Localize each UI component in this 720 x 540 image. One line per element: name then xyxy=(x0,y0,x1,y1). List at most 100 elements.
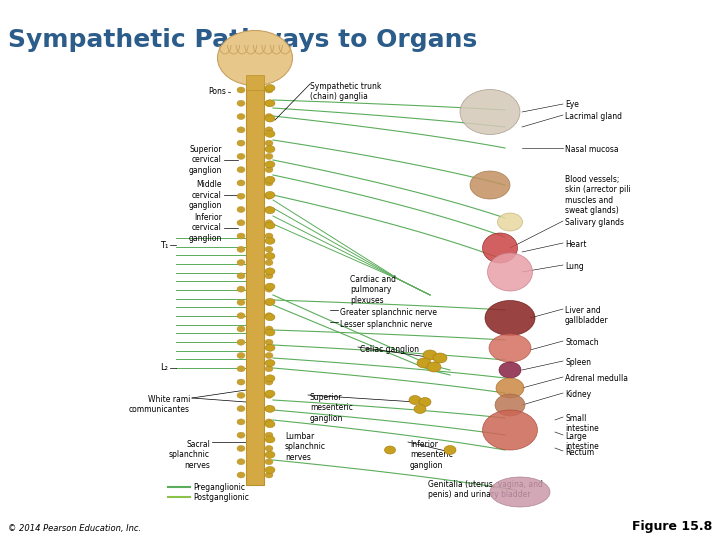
Ellipse shape xyxy=(265,233,273,239)
Ellipse shape xyxy=(482,410,538,450)
Ellipse shape xyxy=(265,140,273,146)
Ellipse shape xyxy=(470,171,510,199)
Ellipse shape xyxy=(265,260,273,266)
Text: Lumbar
splanchnic
nerves: Lumbar splanchnic nerves xyxy=(285,432,326,462)
Text: Liver and
gallbladder: Liver and gallbladder xyxy=(565,306,608,326)
Ellipse shape xyxy=(265,432,273,438)
Text: Rectum: Rectum xyxy=(565,448,594,457)
Ellipse shape xyxy=(265,113,273,119)
Text: Sacral
splanchnic
nerves: Sacral splanchnic nerves xyxy=(169,440,210,470)
Ellipse shape xyxy=(237,326,245,332)
Ellipse shape xyxy=(237,419,245,425)
Text: Lesser splanchnic nerve: Lesser splanchnic nerve xyxy=(340,320,432,329)
Ellipse shape xyxy=(414,404,426,414)
Text: Sympathetic Pathways to Organs: Sympathetic Pathways to Organs xyxy=(8,28,477,52)
Text: Nasal mucosa: Nasal mucosa xyxy=(565,145,618,154)
Text: Figure 15.8: Figure 15.8 xyxy=(631,520,712,533)
Text: Eye: Eye xyxy=(565,100,579,109)
Ellipse shape xyxy=(237,140,245,146)
Text: Salivary glands: Salivary glands xyxy=(565,218,624,227)
Ellipse shape xyxy=(265,237,275,244)
Ellipse shape xyxy=(265,286,273,292)
Ellipse shape xyxy=(237,313,245,319)
Text: Heart: Heart xyxy=(565,240,587,249)
Ellipse shape xyxy=(265,87,273,93)
Ellipse shape xyxy=(237,393,245,399)
Text: Large
intestine: Large intestine xyxy=(565,432,599,451)
Text: Superior
cervical
ganglion: Superior cervical ganglion xyxy=(189,145,222,175)
Ellipse shape xyxy=(265,313,273,319)
Ellipse shape xyxy=(237,339,245,345)
Ellipse shape xyxy=(265,375,275,382)
Ellipse shape xyxy=(237,432,245,438)
Text: Kidney: Kidney xyxy=(565,390,591,399)
Ellipse shape xyxy=(265,100,275,107)
Ellipse shape xyxy=(237,299,245,306)
Ellipse shape xyxy=(265,436,275,443)
Text: Small
intestine: Small intestine xyxy=(565,414,599,434)
Text: Lacrimal gland: Lacrimal gland xyxy=(565,112,622,121)
Ellipse shape xyxy=(265,176,275,183)
Ellipse shape xyxy=(237,153,245,159)
Ellipse shape xyxy=(265,326,273,332)
Text: Preganglionic: Preganglionic xyxy=(193,483,245,491)
Ellipse shape xyxy=(433,353,447,363)
Ellipse shape xyxy=(265,390,275,397)
Ellipse shape xyxy=(489,334,531,362)
Ellipse shape xyxy=(265,446,273,451)
Ellipse shape xyxy=(237,366,245,372)
Ellipse shape xyxy=(265,193,273,199)
Text: Adrenal medulla: Adrenal medulla xyxy=(565,374,628,383)
Ellipse shape xyxy=(237,127,245,133)
Ellipse shape xyxy=(444,446,456,455)
Text: Pons: Pons xyxy=(208,87,226,97)
Text: Superior
mesenteric
ganglion: Superior mesenteric ganglion xyxy=(310,393,353,423)
Ellipse shape xyxy=(265,345,275,351)
Ellipse shape xyxy=(237,472,245,478)
Ellipse shape xyxy=(265,339,273,345)
Ellipse shape xyxy=(237,206,245,212)
Bar xyxy=(246,80,264,485)
Text: Middle
cervical
ganglion: Middle cervical ganglion xyxy=(189,180,222,210)
Text: L₂: L₂ xyxy=(160,363,168,373)
Ellipse shape xyxy=(265,253,275,260)
Ellipse shape xyxy=(460,90,520,134)
Text: Celiac ganglion: Celiac ganglion xyxy=(360,345,419,354)
Ellipse shape xyxy=(490,477,550,507)
Ellipse shape xyxy=(265,206,273,212)
Ellipse shape xyxy=(265,360,275,367)
Ellipse shape xyxy=(265,353,273,359)
Ellipse shape xyxy=(417,358,431,368)
Ellipse shape xyxy=(265,84,275,91)
Ellipse shape xyxy=(265,180,273,186)
Text: White rami
communicantes: White rami communicantes xyxy=(129,395,190,414)
Ellipse shape xyxy=(265,406,275,413)
Text: Greater splanchnic nerve: Greater splanchnic nerve xyxy=(340,308,437,317)
Ellipse shape xyxy=(265,393,273,399)
Ellipse shape xyxy=(237,193,245,199)
Ellipse shape xyxy=(237,379,245,385)
Ellipse shape xyxy=(237,353,245,359)
Ellipse shape xyxy=(237,446,245,451)
Ellipse shape xyxy=(384,446,395,454)
Ellipse shape xyxy=(265,222,275,229)
Ellipse shape xyxy=(265,451,275,458)
Ellipse shape xyxy=(495,394,525,416)
Ellipse shape xyxy=(265,366,273,372)
Bar xyxy=(246,75,264,90)
Ellipse shape xyxy=(217,30,292,85)
Ellipse shape xyxy=(427,362,441,372)
Ellipse shape xyxy=(265,220,273,226)
Ellipse shape xyxy=(265,100,273,106)
Ellipse shape xyxy=(237,286,245,292)
Text: Spleen: Spleen xyxy=(565,358,591,367)
Ellipse shape xyxy=(265,127,273,133)
Ellipse shape xyxy=(265,246,273,252)
Ellipse shape xyxy=(237,87,245,93)
Ellipse shape xyxy=(265,115,275,122)
Ellipse shape xyxy=(265,299,275,306)
Ellipse shape xyxy=(265,379,273,385)
Text: Postganglionic: Postganglionic xyxy=(193,492,249,502)
Ellipse shape xyxy=(237,458,245,465)
Ellipse shape xyxy=(496,378,524,398)
